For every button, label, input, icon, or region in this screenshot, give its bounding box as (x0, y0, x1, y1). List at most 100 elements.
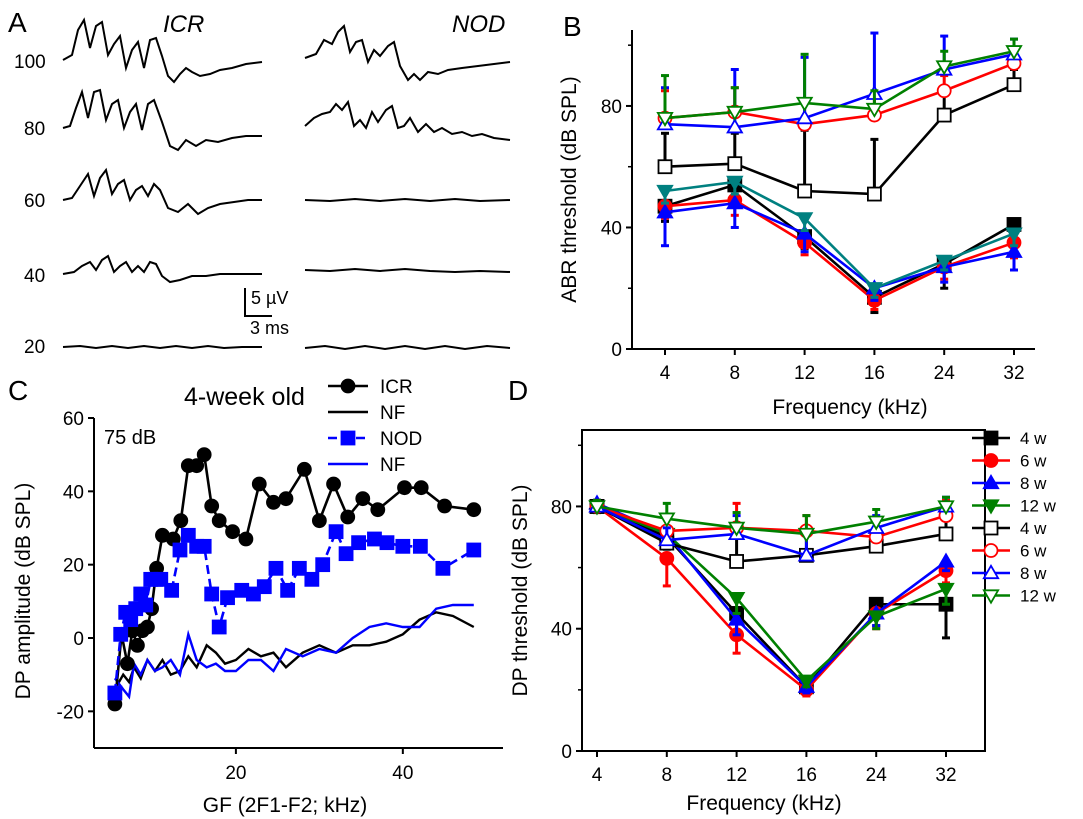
series-line (596, 505, 947, 683)
data-point (797, 546, 816, 562)
series-line (664, 62, 1015, 126)
data-point (795, 224, 814, 240)
panel-b: B 0 40 80 4 8 12 16 24 32 Frequency (kHz) ABR thre… (558, 11, 1035, 419)
nod-trace-80 (304, 99, 511, 141)
data-point (795, 96, 814, 112)
x-tick-label: 8 (730, 363, 741, 384)
data-point (395, 538, 411, 554)
data-point (657, 159, 673, 175)
nod-trace-60 (304, 197, 511, 203)
data-point (413, 480, 429, 496)
y-tick-label: 0 (561, 742, 572, 763)
nod-trace-40 (304, 267, 511, 274)
data-point (726, 194, 744, 210)
legend-label: 8 w (1020, 474, 1047, 493)
legend-label: 6 w (1020, 542, 1047, 561)
data-point (304, 571, 320, 587)
legend-item-nod-6-w: 6 w (972, 542, 1047, 561)
legend-item-nod-2: NOD (328, 429, 422, 450)
legend-item-icr-0: ICR (328, 377, 413, 398)
x-tick-label: 32 (1003, 363, 1024, 384)
icr-trace-20 (62, 344, 262, 350)
x-tick-label: 16 (864, 363, 885, 384)
legend-label: 8 w (1020, 564, 1047, 583)
dp-amplitude-chart: -20 0 20 40 60 20 40 GF (2F1-F2; kHz) DP amplitu… (12, 409, 503, 817)
panel-a: A ICR NOD 100 80 60 40 20 5 µV 3 ms (8, 7, 511, 358)
data-point (656, 203, 674, 219)
panel-c-level-note: 75 dB (104, 427, 156, 449)
x-tick-label: 32 (935, 765, 956, 786)
data-point (225, 524, 240, 540)
data-point (268, 560, 284, 576)
y-tick-label: 0 (73, 629, 84, 650)
y-tick-label: 80 (601, 97, 622, 118)
data-point (937, 500, 955, 516)
series-icr-12-w (656, 175, 1023, 299)
legend-item-nod-8-w: 8 w (972, 564, 1047, 583)
legend-item-nod-12-w: 12 w (972, 587, 1057, 606)
data-point (726, 105, 744, 121)
data-point (865, 282, 884, 298)
x-tick-label: 4 (660, 363, 671, 384)
data-point (466, 542, 482, 558)
y-tick-label: 40 (63, 482, 84, 503)
legend-label: 4 w (1020, 519, 1047, 538)
data-point (435, 560, 451, 576)
data-point (251, 476, 267, 492)
data-point (656, 184, 674, 200)
icr-trace-60 (62, 167, 262, 216)
level-label-40: 40 (24, 266, 45, 287)
legend-label: NF (380, 403, 405, 424)
data-point (173, 513, 189, 529)
legend-label: 12 w (1020, 497, 1057, 516)
scale-time-label: 3 ms (250, 318, 289, 338)
data-point (658, 531, 676, 547)
series-nod-12-w (588, 495, 955, 543)
x-tick-label: 24 (866, 765, 888, 786)
legend-item-icr-8-w: 8 w (972, 474, 1047, 493)
abr-threshold-chart: 0 40 80 4 8 12 16 24 32 Frequency (kHz) ABR thresh… (558, 30, 1035, 419)
x-tick-label: 8 (662, 765, 673, 786)
data-point (726, 118, 744, 134)
data-point (196, 447, 212, 463)
series-line (664, 49, 1015, 120)
data-point (355, 491, 371, 507)
data-point (727, 592, 746, 608)
icr-trace-80 (62, 88, 262, 152)
data-point (266, 494, 281, 510)
data-point (1005, 242, 1023, 258)
legend-marker (340, 378, 356, 394)
data-point (867, 186, 882, 202)
y-tick-label: 80 (551, 497, 572, 518)
series-line (664, 198, 1015, 302)
data-point (726, 175, 744, 191)
data-point (936, 107, 952, 123)
data-point (138, 597, 154, 613)
group-label-icr: ICR (163, 11, 204, 38)
data-point (180, 527, 196, 543)
y-tick-label: 40 (601, 218, 622, 239)
panel-d: D 0 40 80 4 8 12 16 24 32 Frequency (kHz) DP thres… (508, 375, 1057, 815)
data-point (280, 582, 296, 598)
data-point (727, 610, 746, 626)
panel-b-letter: B (563, 11, 582, 42)
legend-marker (983, 430, 999, 446)
data-point (107, 685, 123, 701)
data-point (937, 582, 955, 598)
legend-item-nf-3: NF (328, 455, 405, 476)
series-icr-0 (107, 447, 482, 712)
legend-label: NF (380, 455, 405, 476)
data-point (865, 102, 884, 118)
series-line (664, 83, 1015, 196)
scale-bar (244, 288, 272, 317)
y-tick-label: 0 (611, 340, 622, 361)
series-icr-4-w (657, 177, 1022, 315)
series-nf-3 (113, 603, 474, 700)
data-point (379, 535, 395, 551)
x-axis-label: GF (2F1-F2; kHz) (203, 794, 368, 817)
legend-marker (983, 543, 999, 558)
dp-threshold-chart: 0 40 80 4 8 12 16 24 32 Frequency (kHz) DP thresho… (509, 429, 986, 815)
x-tick-label: 12 (794, 363, 815, 384)
legend-item-icr-6-w: 6 w (972, 452, 1047, 471)
data-point (729, 554, 744, 569)
